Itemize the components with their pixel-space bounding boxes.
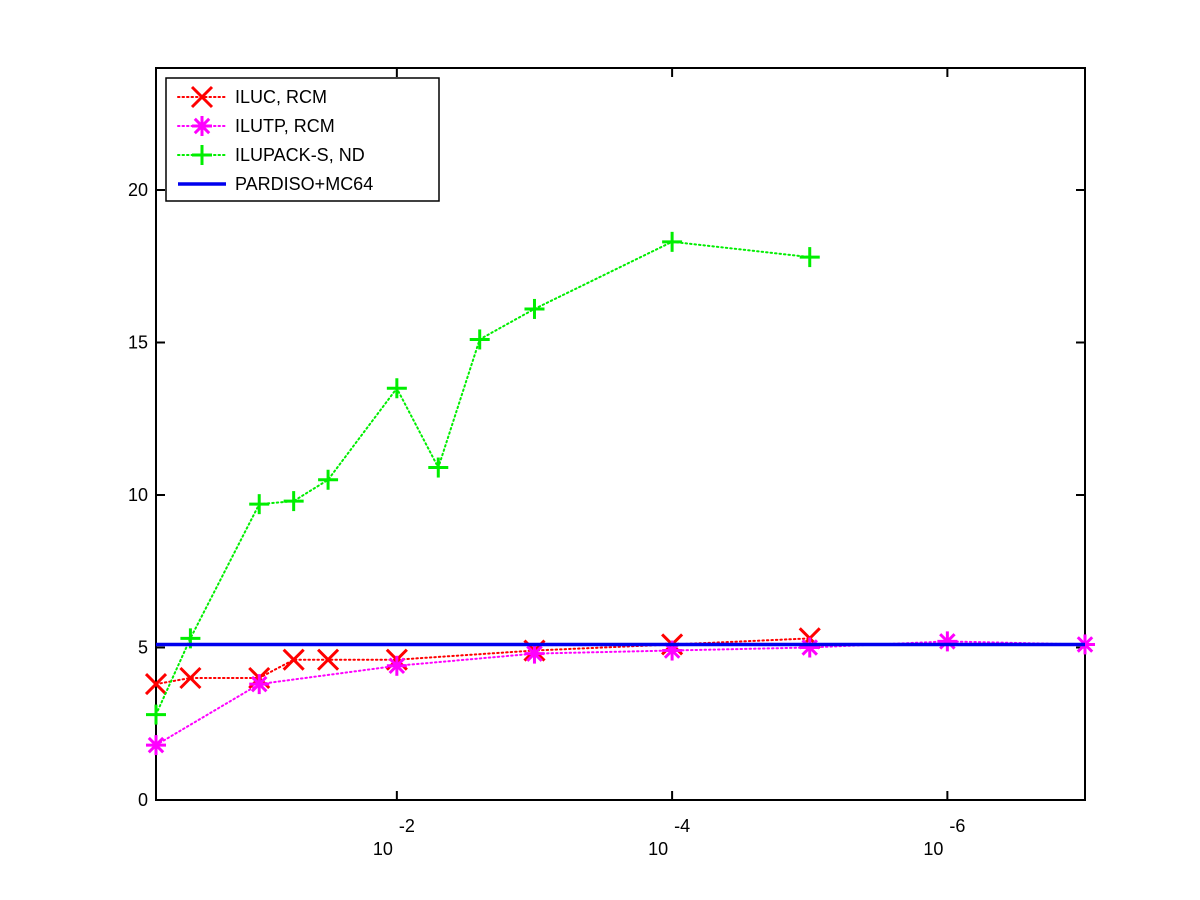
- y-tick-label: 15: [128, 333, 148, 353]
- data-point: [469, 329, 490, 350]
- data-point: [318, 469, 339, 490]
- legend-label: PARDISO+MC64: [235, 174, 373, 194]
- y-tick-label: 20: [128, 180, 148, 200]
- x-tick-label-base: 10: [648, 839, 668, 859]
- data-point: [428, 457, 449, 478]
- data-point: [146, 704, 166, 725]
- data-point: [799, 247, 820, 268]
- data-point: [282, 648, 305, 671]
- series-2: [146, 231, 820, 725]
- data-point: [144, 673, 168, 696]
- legend-marker: [192, 116, 212, 136]
- legend-marker: [192, 145, 212, 165]
- series-layer: [144, 231, 1095, 756]
- data-point: [386, 378, 407, 399]
- x-tick-label-exponent: -6: [949, 816, 965, 836]
- data-point: [799, 637, 820, 658]
- legend: ILUC, RCM ILUTP, RCM ILUPACK-S, ND PARDISO+…: [165, 77, 440, 202]
- legend-box: [165, 77, 440, 202]
- legend-label: ILUTP, RCM: [235, 116, 335, 136]
- data-point: [524, 643, 545, 664]
- legend-label: ILUPACK-S, ND: [235, 145, 365, 165]
- data-point: [662, 231, 683, 252]
- y-tick-label: 5: [138, 638, 148, 658]
- data-point: [524, 298, 545, 319]
- data-point: [249, 674, 270, 695]
- data-point: [386, 655, 407, 676]
- y-axis: 0 5 10 15 20: [128, 180, 1085, 810]
- legend-item: ILUC, RCM: [177, 85, 327, 109]
- data-point: [249, 494, 270, 515]
- data-point: [283, 491, 304, 512]
- legend-marker: [190, 85, 214, 109]
- x-tick-label-exponent: -4: [674, 816, 690, 836]
- legend-item: ILUTP, RCM: [177, 116, 335, 136]
- legend-item: PARDISO+MC64: [178, 174, 373, 194]
- data-point: [146, 735, 166, 756]
- y-tick-label: 0: [138, 790, 148, 810]
- x-axis: 10 -2 10 -4 10 -6: [373, 68, 965, 859]
- y-tick-label: 10: [128, 485, 148, 505]
- data-point: [179, 666, 202, 690]
- legend-item: ILUPACK-S, ND: [177, 145, 365, 165]
- data-point: [317, 648, 340, 671]
- x-tick-label-base: 10: [923, 839, 943, 859]
- series-line: [155, 640, 1086, 747]
- x-tick-label-base: 10: [373, 839, 393, 859]
- data-point: [937, 631, 958, 652]
- legend-label: ILUC, RCM: [235, 87, 327, 107]
- x-tick-label-exponent: -2: [399, 816, 415, 836]
